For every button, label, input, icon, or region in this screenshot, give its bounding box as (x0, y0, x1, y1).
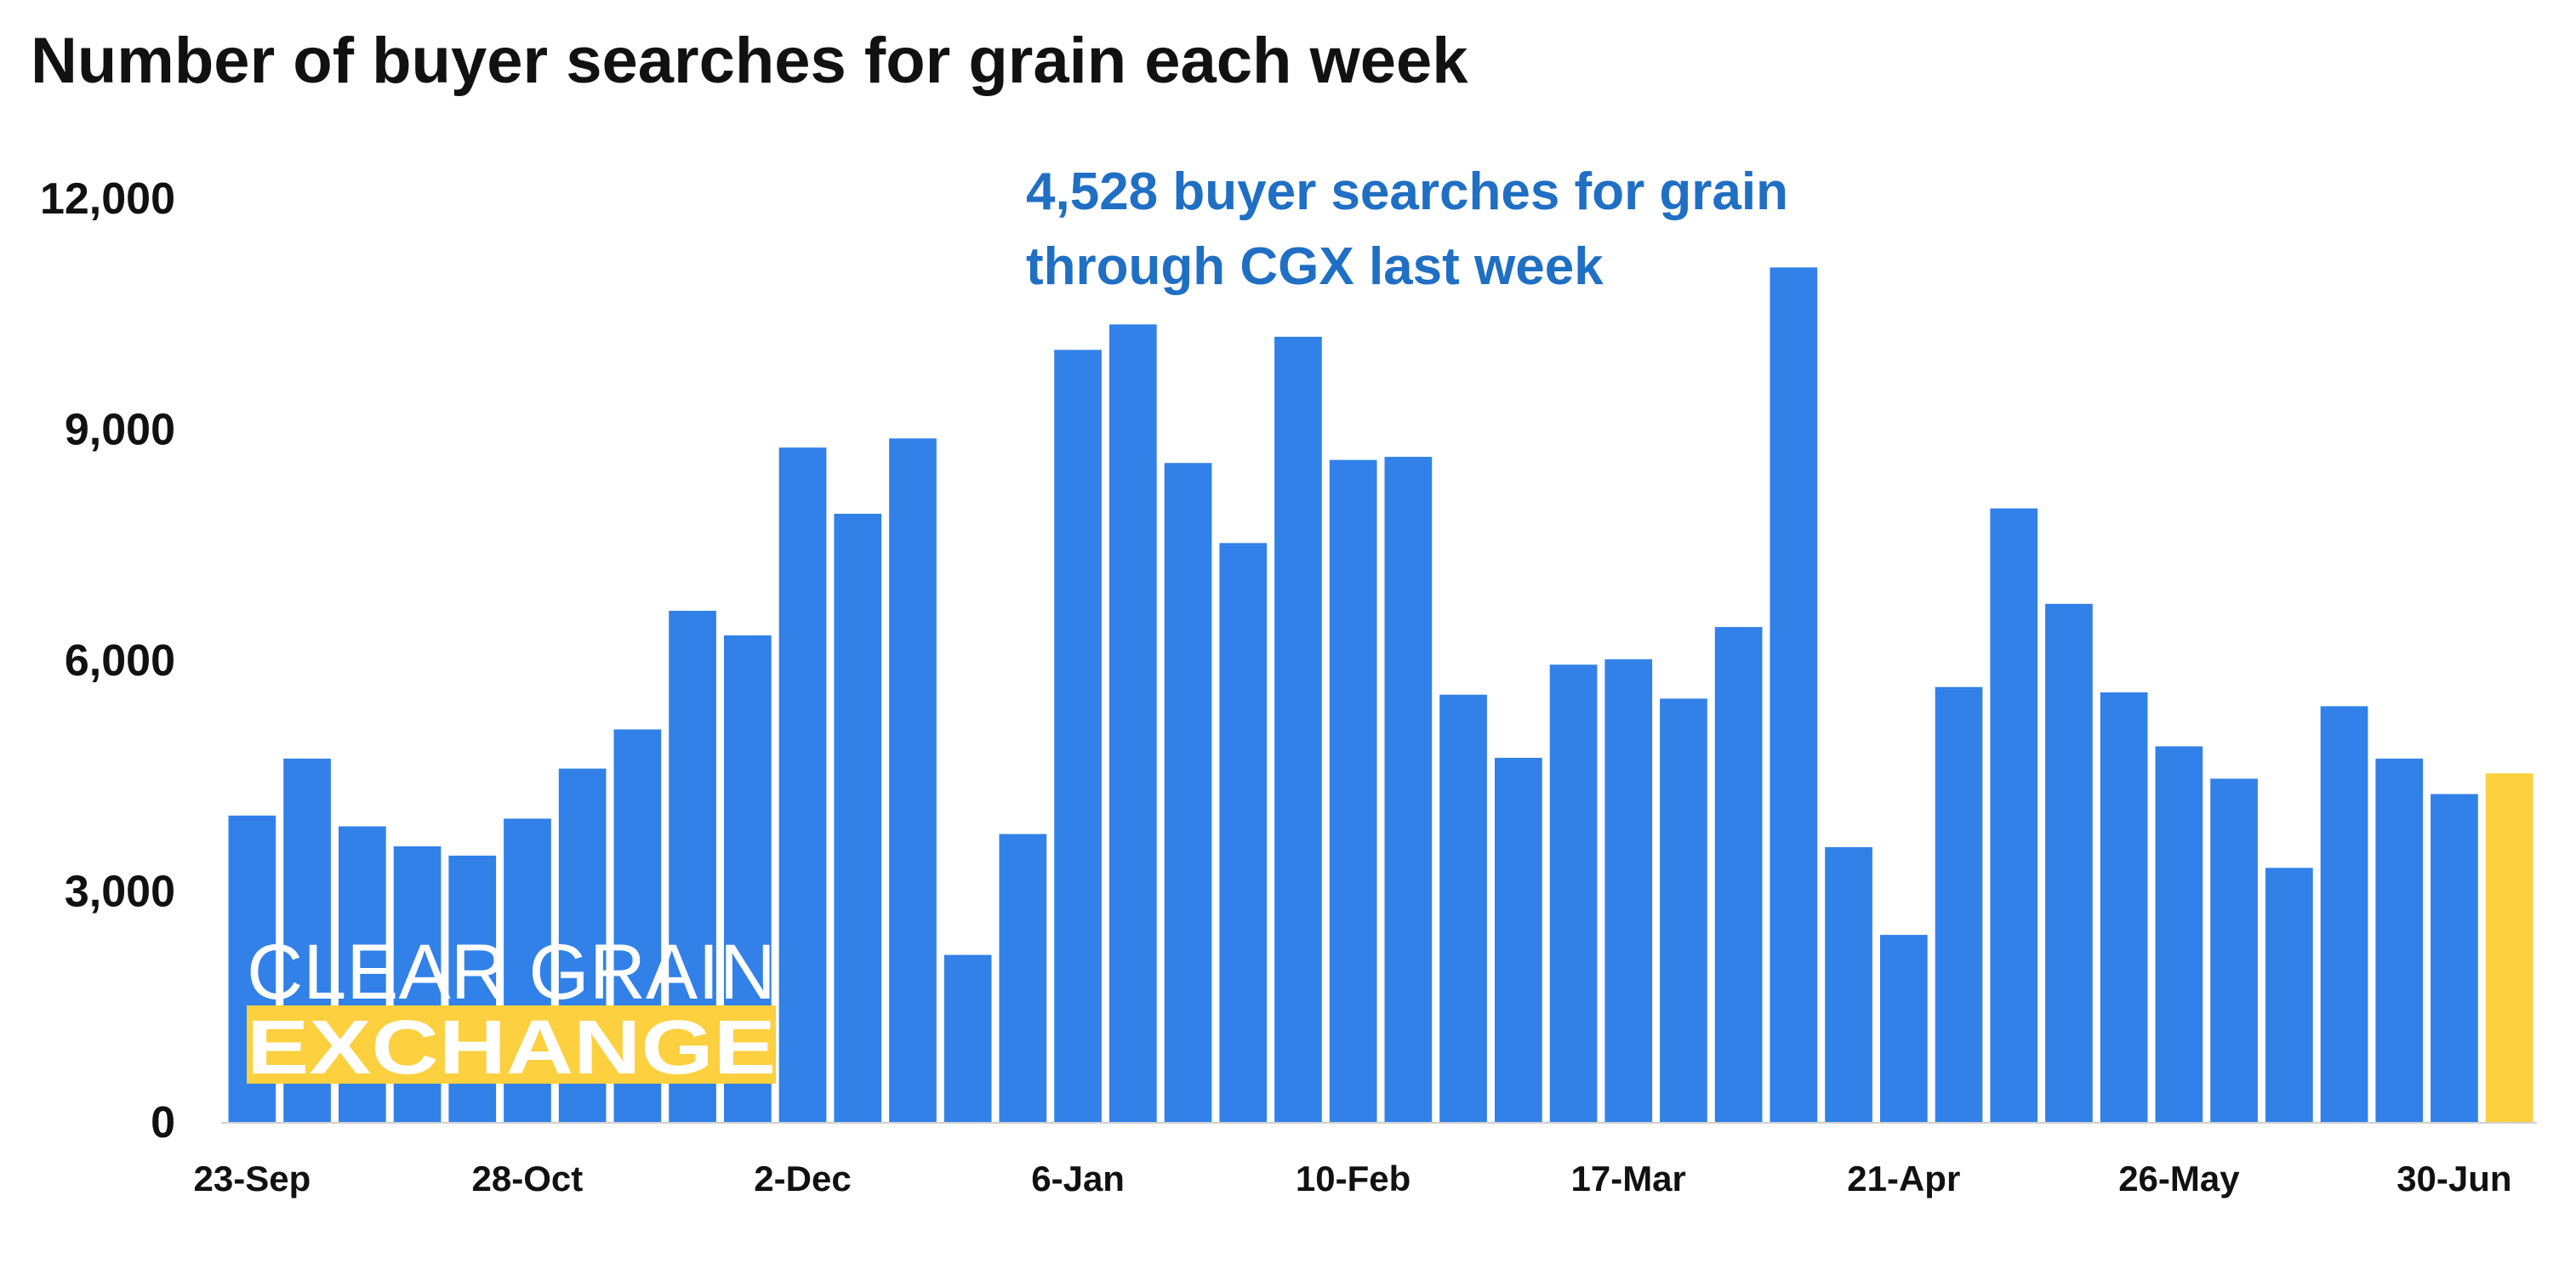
y-tick-label: 12,000 (40, 174, 175, 224)
bar (2100, 692, 2148, 1122)
bar (999, 834, 1047, 1122)
bar (1935, 686, 1983, 1122)
bar (1439, 694, 1487, 1122)
bar (1274, 336, 1322, 1122)
bar (2320, 706, 2368, 1122)
bar (1219, 543, 1268, 1122)
bar (1164, 463, 1212, 1122)
bar (1384, 457, 1433, 1122)
bar (2045, 603, 2093, 1122)
logo-line-1: CLEAR GRAIN (247, 929, 776, 1016)
bar (1990, 508, 2038, 1122)
x-axis: 23-Sep 28-Oct 2-Dec 6-Jan 10-Feb 17-Mar 21-Apr… (194, 1159, 2512, 1199)
bar (1880, 935, 1928, 1122)
y-axis: 0 3,000 6,000 9,000 12,000 (40, 174, 175, 1147)
bar (1770, 267, 1818, 1122)
bar (1109, 324, 1157, 1122)
bar (889, 438, 937, 1122)
bar (834, 514, 882, 1122)
bar (1825, 846, 1872, 1122)
logo-line-2: EXCHANGE (247, 1005, 776, 1090)
bar (1714, 627, 1763, 1122)
x-tick-label: 26-May (2118, 1159, 2240, 1199)
logo-stripe-bottom (247, 1077, 776, 1084)
bar (1054, 350, 1102, 1122)
chart-title: Number of buyer searches for grain each … (31, 25, 1468, 97)
annotation-line-1: 4,528 buyer searches for grain (1026, 162, 1788, 221)
y-tick-label: 3,000 (65, 868, 175, 917)
x-tick-label: 28-Oct (472, 1159, 584, 1199)
bar (2375, 758, 2424, 1122)
logo-band (247, 1019, 776, 1077)
bar (2155, 746, 2203, 1122)
x-tick-label: 10-Feb (1296, 1159, 1411, 1199)
logo-stripe-top (247, 1005, 776, 1019)
x-tick-label: 6-Jan (1031, 1159, 1125, 1199)
x-tick-label: 23-Sep (194, 1159, 311, 1199)
bar (1495, 757, 1542, 1122)
bar (943, 954, 992, 1122)
bar (1604, 659, 1653, 1122)
x-tick-label: 21-Apr (1847, 1159, 1960, 1199)
bar-last-week (2485, 773, 2533, 1122)
x-tick-label: 17-Mar (1570, 1159, 1685, 1199)
x-tick-label: 30-Jun (2396, 1159, 2511, 1199)
clear-grain-exchange-logo: CLEAR GRAIN EXCHANGE (247, 929, 776, 1090)
bar (1549, 664, 1598, 1122)
y-tick-label: 6,000 (65, 636, 175, 686)
bar (1329, 459, 1377, 1122)
bar (1660, 698, 1707, 1123)
x-tick-label: 2-Dec (754, 1159, 851, 1199)
y-tick-label: 0 (151, 1098, 175, 1147)
bar (2431, 794, 2478, 1122)
bar (778, 447, 827, 1122)
bar (2265, 868, 2313, 1122)
y-tick-label: 9,000 (65, 406, 175, 455)
bar (2210, 778, 2258, 1122)
annotation-line-2: through CGX last week (1026, 237, 1604, 296)
